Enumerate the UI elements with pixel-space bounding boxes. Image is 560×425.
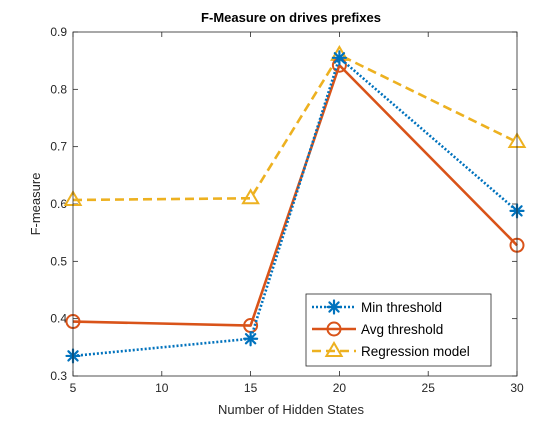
data-point-s1-2-stroke	[244, 333, 257, 345]
data-point-s1-3-stroke	[333, 52, 346, 64]
legend-marker-1-stroke	[328, 301, 340, 313]
y-tick-label: 0.7	[50, 140, 67, 154]
data-point-s1-2	[243, 331, 259, 347]
y-tick-label: 0.9	[50, 25, 67, 39]
legend-label-2: Avg threshold	[361, 322, 443, 337]
legend-marker-1	[326, 299, 342, 315]
x-tick-label: 5	[70, 381, 77, 395]
x-tick-label: 30	[510, 381, 524, 395]
x-axis-label: Number of Hidden States	[218, 402, 364, 417]
y-axis-label: F-measure	[28, 173, 43, 236]
data-point-s1-3	[331, 50, 347, 66]
y-tick-label: 0.6	[50, 197, 67, 211]
y-tick-label: 0.4	[50, 312, 67, 326]
x-tick-label: 10	[155, 381, 169, 395]
x-tick-label: 20	[333, 381, 347, 395]
legend-marker-2	[326, 321, 342, 337]
legend-marker-3	[324, 341, 344, 357]
legend: Min threshold Avg threshold Regression mod…	[305, 293, 492, 367]
series-line-3	[72, 53, 518, 202]
x-tick-label: 15	[244, 381, 258, 395]
y-tick-label: 0.3	[50, 369, 67, 383]
y-tick-label: 0.5	[50, 254, 67, 268]
legend-label-3: Regression model	[361, 344, 470, 359]
legend-label-1: Min threshold	[361, 300, 442, 315]
series-line-1	[72, 56, 518, 358]
chart-title: F-Measure on drives prefixes	[201, 10, 381, 25]
y-tick-label: 0.8	[50, 82, 67, 96]
x-tick-label: 25	[422, 381, 436, 395]
data-point-s3-2	[241, 188, 260, 205]
axes-box	[72, 31, 518, 377]
